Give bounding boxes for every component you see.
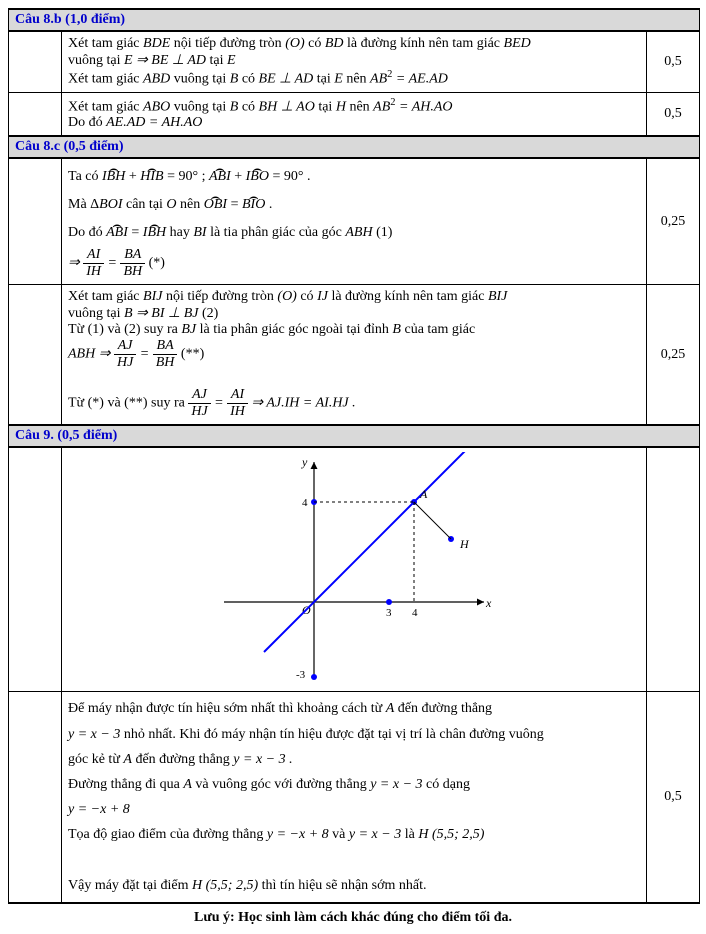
line-y-eq-x-minus-3 [264, 452, 494, 652]
score-cell: 0,25 [647, 159, 700, 285]
table-row: Ta có IBH + HIB = 90° ; ABI + IBO = 90° … [9, 159, 699, 285]
svg-text:x: x [485, 596, 492, 610]
section-8b-body: Xét tam giác BDE nội tiếp đường tròn (O)… [9, 31, 699, 136]
score-cell: 0,5 [647, 692, 700, 903]
svg-text:H: H [459, 537, 470, 551]
table-row: Xét tam giác BDE nội tiếp đường tròn (O)… [9, 32, 699, 93]
section-9-header: Câu 9. (0,5 điểm) [9, 425, 699, 447]
graph-svg: x y O 3 4 -3 4 [204, 452, 504, 682]
svg-text:3: 3 [386, 607, 392, 619]
table-row: x y O 3 4 -3 4 [9, 448, 699, 692]
footer-note: Lưu ý: Học sinh làm cách khác đúng cho đ… [8, 910, 698, 926]
section-9-body: x y O 3 4 -3 4 [9, 447, 699, 903]
score-cell: 0,25 [647, 285, 700, 425]
solution-cell: Xét tam giác BIJ nội tiếp đường tròn (O)… [62, 285, 647, 425]
table-row: Để máy nhận được tín hiệu sớm nhất thì k… [9, 692, 699, 903]
svg-text:-3: -3 [296, 669, 306, 681]
table-row: Xét tam giác ABO vuông tại B có BH ⊥ AO … [9, 92, 699, 136]
answer-key-table: Câu 8.b (1,0 điểm) Xét tam giác BDE nội … [8, 8, 700, 904]
section-8b-header: Câu 8.b (1,0 điểm) [9, 9, 699, 31]
section-8c-body: Ta có IBH + HIB = 90° ; ABI + IBO = 90° … [9, 158, 699, 425]
solution-cell: Để máy nhận được tín hiệu sớm nhất thì k… [62, 692, 647, 903]
solution-cell: Xét tam giác ABO vuông tại B có BH ⊥ AO … [62, 92, 647, 136]
score-cell: 0,5 [647, 92, 700, 136]
graph-cell: x y O 3 4 -3 4 [62, 448, 647, 692]
svg-text:4: 4 [412, 607, 418, 619]
svg-text:A: A [419, 487, 428, 501]
solution-cell: Xét tam giác BDE nội tiếp đường tròn (O)… [62, 32, 647, 93]
table-row: Xét tam giác BIJ nội tiếp đường tròn (O)… [9, 285, 699, 425]
svg-text:4: 4 [302, 497, 308, 509]
svg-text:y: y [301, 455, 308, 469]
score-cell: 0,5 [647, 32, 700, 93]
solution-cell: Ta có IBH + HIB = 90° ; ABI + IBO = 90° … [62, 159, 647, 285]
